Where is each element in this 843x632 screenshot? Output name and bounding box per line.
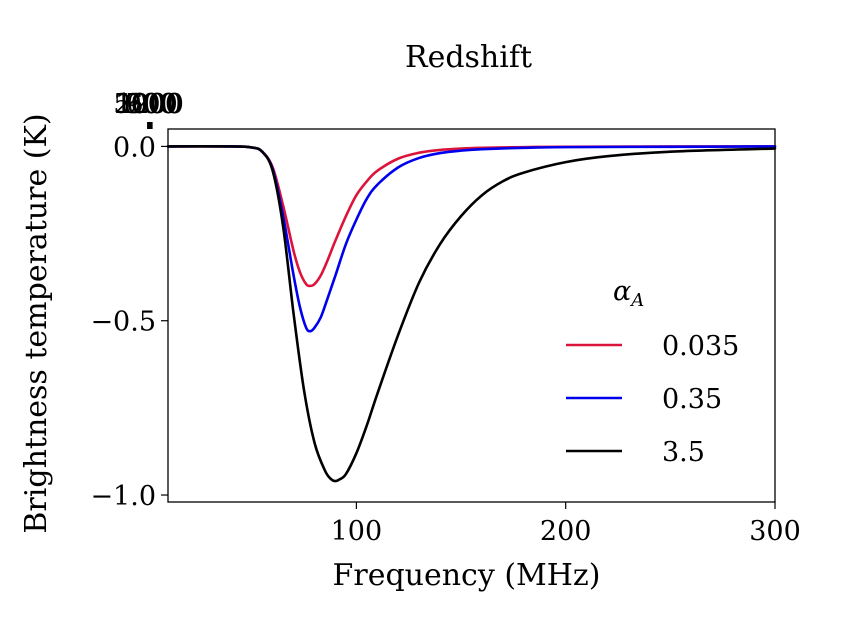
top-tick-label: 600 bbox=[126, 89, 178, 120]
y-tick-label: −0.5 bbox=[90, 307, 156, 338]
x-tick-label: 100 bbox=[331, 516, 383, 547]
axes-box bbox=[167, 128, 776, 503]
legend-title: αA bbox=[613, 276, 644, 311]
top-tick-label: 700 bbox=[126, 89, 178, 120]
legend-label: 0.035 bbox=[662, 331, 739, 362]
x-tick-label: 300 bbox=[749, 516, 801, 547]
series-lines bbox=[166, 145, 777, 483]
axis-ticks bbox=[147, 122, 776, 509]
series-line-0-035 bbox=[166, 145, 777, 288]
top-tick-label: 900 bbox=[125, 89, 177, 120]
x-axis-title: Frequency (MHz) bbox=[333, 558, 601, 593]
top-tick-label: 5000 bbox=[113, 89, 182, 120]
top-tick-label: 1200 bbox=[115, 89, 184, 120]
series-line-3-5 bbox=[166, 145, 777, 483]
x-tick-label: 200 bbox=[540, 516, 592, 547]
y-tick-label: 0.0 bbox=[113, 132, 156, 163]
y-tick-label: −1.0 bbox=[90, 481, 156, 512]
y-axis-title: Brightness temperature (K) bbox=[19, 113, 54, 533]
legend-label: 3.5 bbox=[662, 437, 705, 468]
legend-title-subscript: A bbox=[629, 290, 644, 311]
axes-frame bbox=[167, 128, 776, 503]
legend: αA 0.035 0.35 3.5 bbox=[566, 276, 739, 468]
axis-labels: 100 200 300 0.0 −0.5 −1.0 50002000120090070060… bbox=[19, 40, 801, 593]
top-tick-label: 2000 bbox=[114, 89, 183, 120]
legend-label: 0.35 bbox=[662, 384, 722, 415]
series-line-0-35 bbox=[166, 145, 777, 333]
top-axis-title: Redshift bbox=[405, 40, 532, 75]
